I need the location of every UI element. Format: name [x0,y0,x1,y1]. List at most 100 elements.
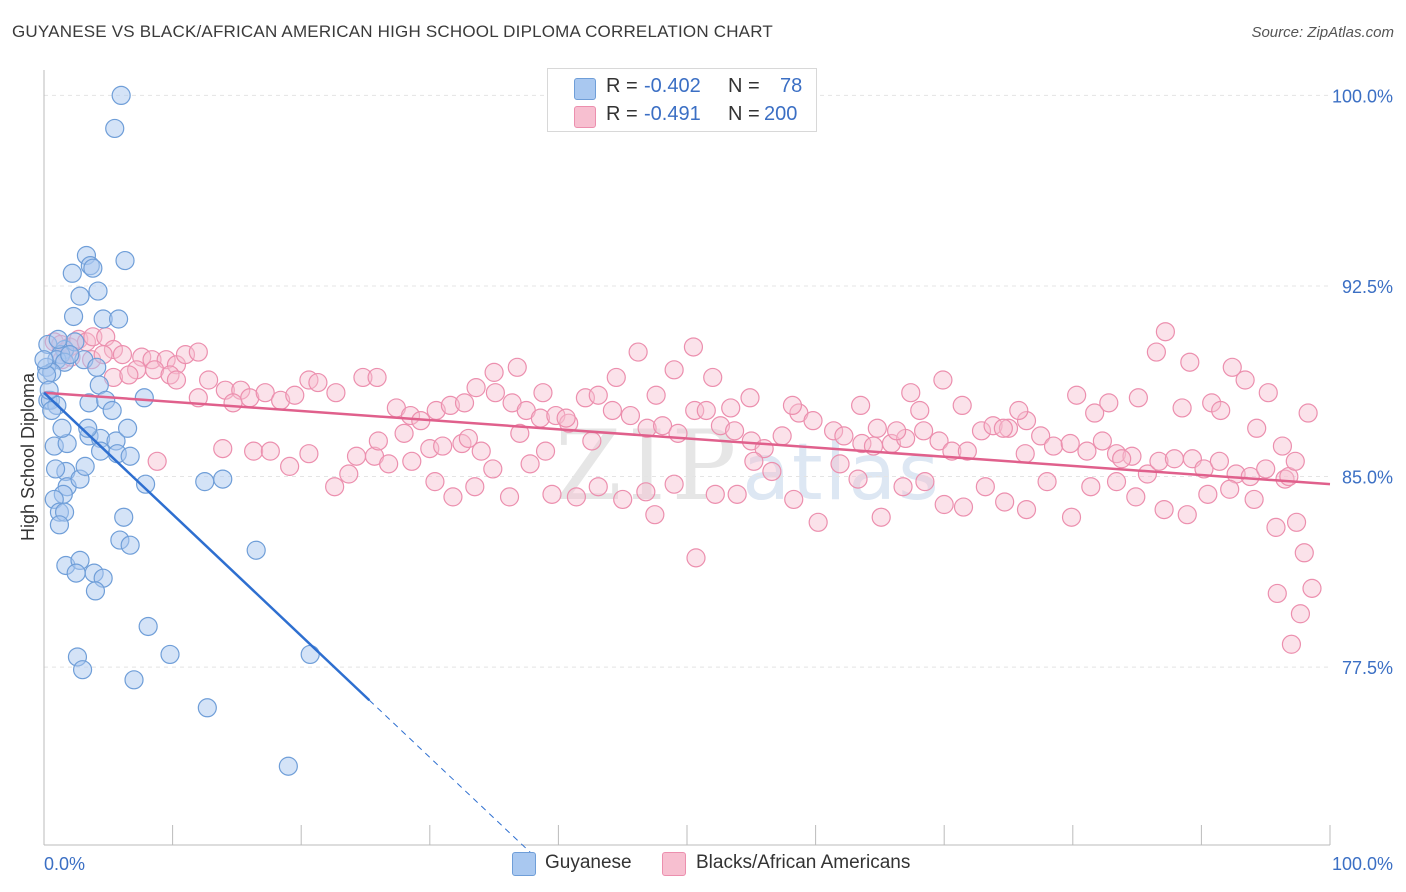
black-point [1137,464,1157,484]
legend-n-value-black: 200 [764,103,798,125]
black-point [646,385,666,405]
guyanese-point [72,660,93,680]
black-point [834,426,854,446]
guyanese-point [83,258,103,278]
guyanese-point [135,474,156,494]
x-tick-label-left: 0.0% [44,854,85,874]
black-point [394,423,414,443]
guyanese-point [120,535,140,555]
black-point [645,505,665,525]
y-tick-label: 77.5% [1342,658,1393,678]
black-point [1258,383,1278,403]
black-point [915,472,935,492]
black-point [484,362,504,382]
black-point [1235,370,1255,390]
guyanese-point [120,446,140,466]
black-point [740,388,760,408]
guyanese-point [78,418,98,438]
black-point [1240,466,1260,487]
guyanese-point [108,309,129,329]
guyanese-point [213,469,233,489]
guyanese-point [134,388,154,408]
black-point [1172,398,1192,418]
black-point [588,385,608,405]
black-point [652,416,673,436]
black-point [465,477,485,497]
black-point [471,441,491,461]
black-point [1154,499,1174,520]
black-point [244,441,264,461]
black-point [953,497,974,517]
y-tick-label: 92.5% [1342,277,1393,297]
black-point [1285,451,1305,471]
black-point [934,494,954,515]
guyanese-trend-extension [369,699,536,858]
guyanese-point [138,616,158,637]
black-point [824,421,844,441]
black-point [803,411,823,431]
guyanese-point [63,306,84,327]
black-point [1198,484,1218,504]
black-point [542,484,562,504]
black-point [1092,431,1112,451]
black-point [147,451,167,471]
legend-swatch-guyanese [574,78,596,100]
black-point [782,395,803,416]
guyanese-point [195,472,215,492]
guyanese-point [45,459,66,479]
legend-n-label: N = [728,103,760,125]
black-point [556,408,576,428]
black-point [510,423,530,443]
black-point [213,439,233,459]
black-point [975,477,995,497]
black-point [993,418,1013,438]
guyanese-point [52,418,72,438]
black-point [425,472,445,492]
chart-source: Source: ZipAtlas.com [1251,24,1394,41]
black-point [848,469,868,489]
black-point [188,342,208,362]
guyanese-point [102,400,122,421]
black-point [308,372,328,393]
black-point [628,342,648,362]
black-point [686,548,706,568]
guyanese-point [115,250,135,271]
black-point [1016,499,1037,520]
black-point [1015,444,1035,464]
x-tick-label-right: 100.0% [1332,854,1393,874]
legend-r-label: R = [606,75,638,97]
black-point [1177,505,1197,525]
black-point [1077,441,1097,461]
black-point [1302,578,1322,598]
black-point [280,456,300,476]
black-point [636,482,656,502]
black-point [367,367,387,388]
black-point [942,441,962,461]
black-point [458,428,478,449]
bottom-legend-black: Blacks/African Americans [696,852,911,873]
y-axis-label: High School Diploma [18,372,38,541]
black-point [851,395,871,416]
black-point [1128,388,1148,408]
guyanese-point [62,263,82,283]
black-point [910,400,930,421]
black-point [1016,411,1037,431]
guyanese-point [66,563,86,583]
black-point [1149,451,1169,471]
black-point [1211,400,1231,421]
black-point [893,477,913,497]
black-point [1244,489,1264,510]
legend-swatch-black [574,106,596,128]
black-point [1256,459,1276,479]
black-point [260,441,280,461]
chart-title: GUYANESE VS BLACK/AFRICAN AMERICAN HIGH … [12,22,773,41]
black-point [1180,352,1200,372]
black-point [112,344,133,365]
black-point [325,477,345,497]
black-point [1281,634,1302,654]
guyanese-point [42,400,62,421]
black-point [744,451,764,471]
black-point [957,441,977,461]
black-point [402,451,422,471]
black-point [326,383,346,403]
